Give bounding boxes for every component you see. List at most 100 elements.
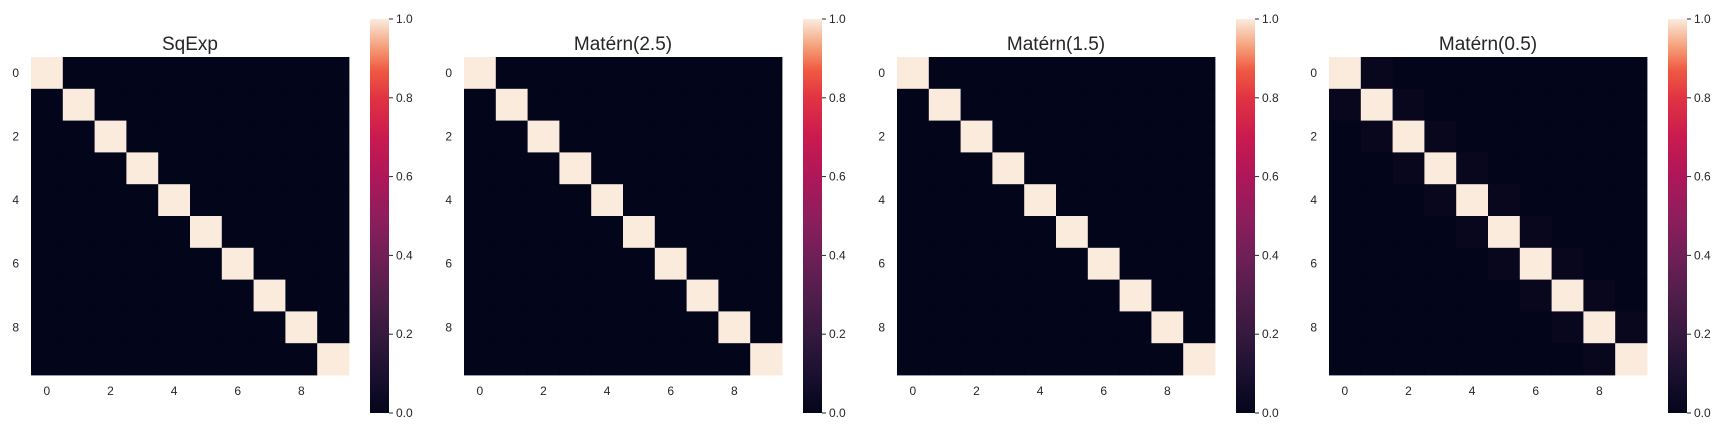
heatmap-cell (190, 152, 223, 185)
heatmap-cell (1583, 311, 1616, 344)
heatmap-cell (1087, 57, 1120, 90)
heatmap-cell (285, 184, 318, 217)
heatmap-cell (253, 343, 286, 376)
heatmap-cell (495, 247, 528, 280)
heatmap-cell (1488, 88, 1521, 121)
colorbar-tick-label: 1.0 (396, 12, 413, 26)
y-tick-label: 6 (878, 257, 885, 271)
heatmap-cell (126, 152, 159, 185)
y-tick-label: 0 (445, 66, 452, 80)
colorbar (370, 19, 389, 413)
heatmap-cell (1456, 152, 1489, 185)
heatmap-cell (221, 279, 254, 312)
heatmap-cell (221, 216, 254, 249)
heatmap-cell (495, 152, 528, 185)
heatmap-cell (1488, 343, 1521, 376)
heatmap-cell (1456, 57, 1489, 90)
heatmap-cell (897, 184, 930, 217)
heatmap-cell (559, 152, 592, 185)
colorbar-tick-label: 0.0 (1694, 406, 1711, 420)
colorbar-tick-label: 0.2 (1262, 327, 1279, 341)
colorbar-tick-label: 0.6 (829, 170, 846, 184)
heatmap-cell (1087, 120, 1120, 153)
heatmap-cell (1183, 120, 1216, 153)
heatmap-cell (654, 184, 687, 217)
heatmap-cell (1183, 57, 1216, 90)
heatmap-cell (1329, 88, 1362, 121)
heatmap-cell (94, 88, 127, 121)
heatmap-cell (750, 184, 783, 217)
heatmap-cell (686, 247, 719, 280)
heatmap-cell (253, 120, 286, 153)
heatmap-cell (1424, 343, 1457, 376)
colorbar-tick-label: 0.4 (829, 248, 846, 262)
heatmap-cell (1456, 88, 1489, 121)
heatmap-cell (464, 343, 497, 376)
heatmap-cell (1056, 120, 1089, 153)
heatmap-cell (1615, 57, 1648, 90)
heatmap-cell (1056, 152, 1089, 185)
heatmap-cell (1424, 247, 1457, 280)
heatmap-cell (1024, 343, 1057, 376)
heatmap-cell (1183, 152, 1216, 185)
heatmap-cell (591, 57, 624, 90)
heatmap-cell (1360, 184, 1393, 217)
heatmap-cell (464, 120, 497, 153)
heatmap-cell (94, 279, 127, 312)
heatmap-cell (1551, 216, 1584, 249)
heatmap-cell (992, 343, 1025, 376)
heatmap-cell (1456, 279, 1489, 312)
heatmap-cells (897, 57, 1216, 376)
heatmap-cell (960, 279, 993, 312)
heatmap-cell (1151, 343, 1184, 376)
heatmap-cell (1151, 216, 1184, 249)
heatmap-cell (654, 311, 687, 344)
heatmap-cell (285, 216, 318, 249)
heatmap-cell (1392, 88, 1425, 121)
y-tick-label: 0 (878, 66, 885, 80)
heatmap-cell (1183, 216, 1216, 249)
heatmap-cell (221, 88, 254, 121)
x-tick-label: 4 (171, 384, 178, 398)
heatmap-cell (31, 184, 64, 217)
colorbar (803, 19, 822, 413)
x-tick-label: 0 (44, 384, 51, 398)
heatmap-cell (1615, 279, 1648, 312)
heatmap-cell (1456, 311, 1489, 344)
y-tick-label: 4 (445, 193, 452, 207)
heatmap-cell (31, 88, 64, 121)
heatmap-cell (1551, 57, 1584, 90)
heatmap-cell (1119, 152, 1152, 185)
heatmap-cell (928, 88, 961, 121)
heatmap-cell (1329, 343, 1362, 376)
heatmap-cell (1488, 57, 1521, 90)
heatmap-cell (253, 184, 286, 217)
heatmap-cell (1519, 184, 1552, 217)
heatmap-cell (992, 57, 1025, 90)
heatmap-cell (126, 184, 159, 217)
heatmap-cell (94, 152, 127, 185)
heatmap-cell (928, 57, 961, 90)
x-tick-label: 8 (298, 384, 305, 398)
heatmap-cell (897, 343, 930, 376)
heatmap-cell (718, 343, 751, 376)
heatmap-cell (1456, 184, 1489, 217)
heatmap-cell (158, 57, 191, 90)
x-tick-label: 6 (1100, 384, 1107, 398)
x-tick-label: 8 (1164, 384, 1171, 398)
heatmap-cell (285, 311, 318, 344)
heatmap-cell (623, 88, 656, 121)
heatmap-cell (317, 184, 350, 217)
heatmap-cell (317, 57, 350, 90)
heatmap-cell (158, 152, 191, 185)
heatmap-cell (1456, 247, 1489, 280)
heatmap-cell (897, 120, 930, 153)
heatmap-cell (559, 311, 592, 344)
heatmap-cell (718, 247, 751, 280)
heatmap-cell (1329, 311, 1362, 344)
heatmap-cell (317, 343, 350, 376)
heatmap-cell (559, 120, 592, 153)
x-tick-label: 6 (1532, 384, 1539, 398)
heatmap-cell (1424, 57, 1457, 90)
heatmap-cell (1024, 88, 1057, 121)
